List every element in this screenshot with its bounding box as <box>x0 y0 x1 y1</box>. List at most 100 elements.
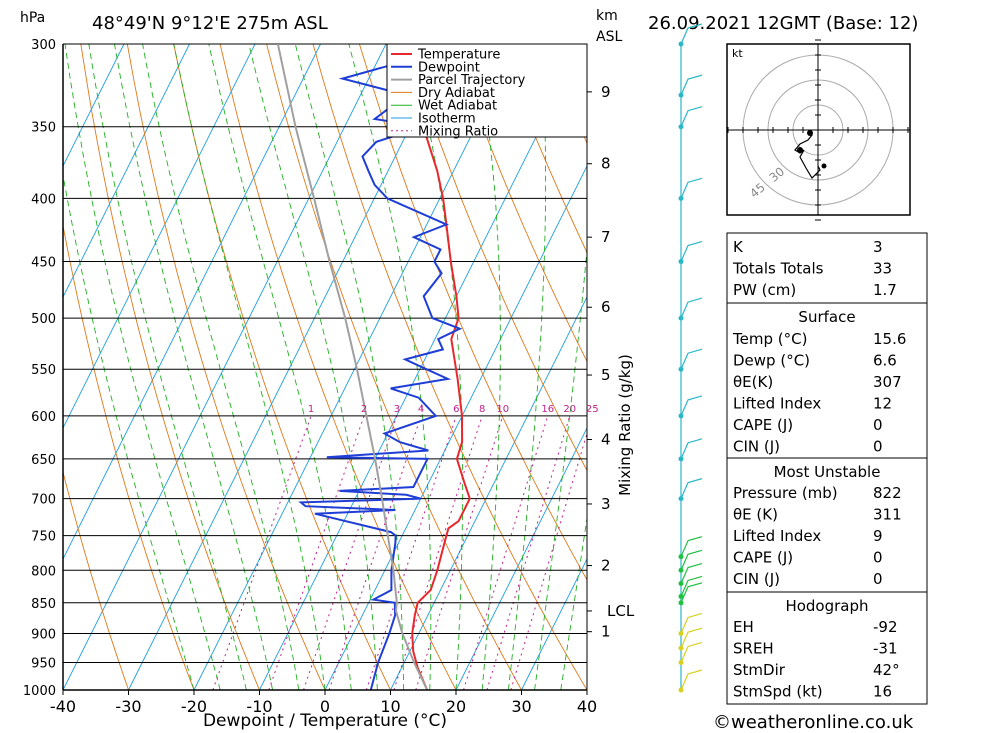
x-axis-title: Dewpoint / Temperature (°C) <box>203 711 447 731</box>
wind-barb <box>680 669 703 691</box>
basic-value: 33 <box>873 260 892 278</box>
wind-level-dot <box>678 124 684 130</box>
pressure-tick-label: 700 <box>31 493 56 508</box>
surface-box <box>726 302 928 459</box>
hodo-label: EH <box>733 618 754 636</box>
temperature-tick-label: -40 <box>50 697 76 716</box>
wind-barb <box>680 575 703 597</box>
mu-value: 0 <box>873 549 883 567</box>
mu-label: Lifted Index <box>733 527 821 545</box>
isotherm-line <box>63 44 125 168</box>
dry-adiabat-line <box>312 44 587 690</box>
wind-barb <box>680 297 703 319</box>
mixing-ratio-label: 20 <box>563 404 576 415</box>
mu-label: Pressure (mb) <box>733 484 838 502</box>
isotherm-line <box>128 44 452 690</box>
wind-barb <box>680 582 703 604</box>
dry-adiabat-line <box>63 223 195 690</box>
surface-title: Surface <box>798 308 855 326</box>
mixing-ratio-line <box>393 415 483 690</box>
mixing-ratio-line <box>303 415 398 690</box>
profile-lines <box>276 44 471 690</box>
mixing-ratio-line <box>268 415 365 690</box>
pressure-tick-label: 400 <box>31 192 56 207</box>
mu-label: CIN (J) <box>733 570 780 588</box>
storm-motion-point <box>821 163 827 169</box>
altitude-tick-labels: 1 LCL 2 3 4 5 6 7 8 9 <box>587 83 635 641</box>
surface-label: CIN (J) <box>733 438 780 456</box>
surface-value: 307 <box>873 373 902 391</box>
hodo-label: StmDir <box>733 661 786 679</box>
wind-barb <box>680 177 703 199</box>
wet-adiabat-line <box>63 172 195 690</box>
hodo-label: StmSpd (kt) <box>733 683 823 701</box>
isotherm-line <box>455 426 587 690</box>
pressure-tick-labels: 1000 950 900 850 800 750 700 650 600 550 500 450 400… <box>23 38 56 699</box>
wind-barb <box>680 641 703 663</box>
most-unstable-title: Most Unstable <box>774 463 881 481</box>
wind-barb <box>680 106 703 127</box>
dry-adiabat-line <box>63 470 129 690</box>
mixing-ratio-line <box>463 415 549 690</box>
temperature-tick-labels: -40 -30 -20 -10 0 10 20 30 40 <box>50 690 597 716</box>
pressure-tick-label: 1000 <box>23 684 56 699</box>
basic-value: 3 <box>873 238 883 256</box>
legend-entry: Wet Adiabat <box>418 99 497 114</box>
pressure-tick-label: 650 <box>31 453 56 468</box>
indices-table: Surface Most Unstable Hodograph K 3 Totals… <box>726 232 928 705</box>
altitude-tick-label: 9 <box>601 83 611 101</box>
wet-adiabat-line <box>507 44 547 690</box>
mu-value: 9 <box>873 527 883 545</box>
wet-adiabat-line <box>534 244 587 690</box>
mixing-ratio-axis-title: Mixing Ratio (g/kg) <box>616 354 634 496</box>
isotherm-line <box>390 295 587 690</box>
parcel-trajectory-line <box>276 44 429 690</box>
legend-entry: Dry Adiabat <box>418 86 495 101</box>
hodo-value: 16 <box>873 683 892 701</box>
dry-adiabat-line <box>126 44 326 690</box>
altitude-tick-label: 3 <box>601 495 611 513</box>
wind-barb <box>680 240 703 262</box>
temperature-line <box>394 44 471 690</box>
pressure-tick-label: 450 <box>31 256 56 271</box>
wind-barb <box>680 438 703 460</box>
isotherm-line <box>63 44 190 299</box>
wind-barb <box>680 23 703 45</box>
basic-label: K <box>733 238 744 256</box>
wind-barb <box>680 612 703 634</box>
mu-label: CAPE (J) <box>733 549 793 567</box>
surface-value: 12 <box>873 395 892 413</box>
isobars <box>63 43 587 691</box>
wind-barb <box>680 74 703 96</box>
wind-barb <box>680 348 703 370</box>
most-unstable-box <box>726 457 928 593</box>
mixing-ratio-line <box>328 415 422 690</box>
mu-label: θE (K) <box>733 506 778 524</box>
mu-value: 822 <box>873 484 902 502</box>
altitude-tick-label: 8 <box>601 155 611 173</box>
wind-barb <box>680 562 703 584</box>
altitude-tick-label: LCL <box>607 602 635 620</box>
dry-adiabat-line <box>451 44 587 363</box>
datetime-title: 26.09.2021 12GMT (Base: 12) <box>648 13 918 34</box>
hodograph-surface-point <box>807 130 813 136</box>
credit: ©weatheronline.co.uk <box>713 712 914 733</box>
mu-value: 0 <box>873 570 883 588</box>
temperature-tick-label: -10 <box>246 697 272 716</box>
dry-adiabat-line <box>405 44 587 472</box>
surface-label: CAPE (J) <box>733 416 793 434</box>
temperature-tick-label: -20 <box>181 697 207 716</box>
mu-value: 311 <box>873 506 902 524</box>
pressure-tick-label: 600 <box>31 410 56 425</box>
mixing-ratio-labels: 1 2 3 4 6 8 10 16 20 25 <box>308 404 599 415</box>
altitude-tick-label: 6 <box>601 298 611 316</box>
mixing-ratio-label: 4 <box>418 404 424 415</box>
temperature-tick-label: 40 <box>577 697 597 716</box>
legend-entry: Temperature <box>417 48 500 63</box>
pressure-tick-label: 500 <box>31 312 56 327</box>
legend-box <box>386 43 588 138</box>
hodo-value: -92 <box>873 618 898 636</box>
surface-value: 0 <box>873 416 883 434</box>
